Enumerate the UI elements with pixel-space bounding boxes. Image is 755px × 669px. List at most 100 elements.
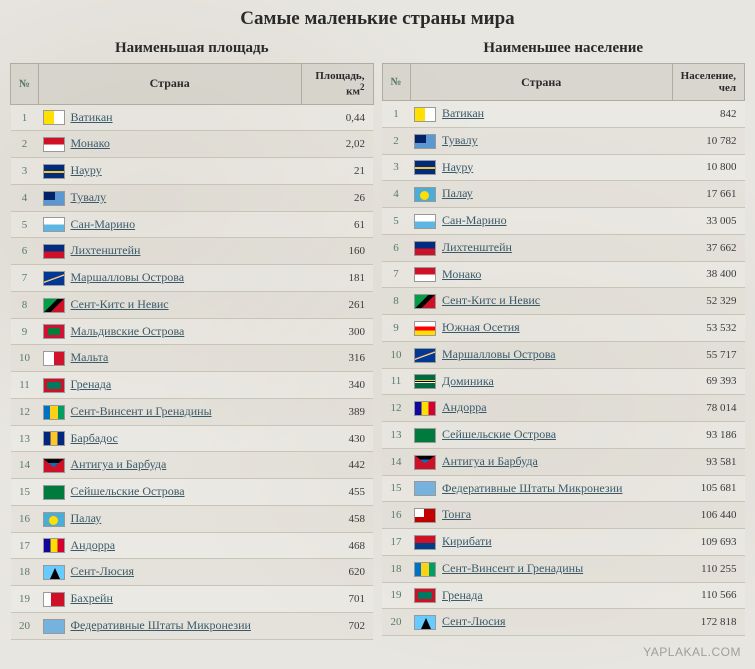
area-country-link[interactable]: Маршалловы Острова (71, 270, 185, 284)
area-country-link[interactable]: Мальта (71, 350, 109, 364)
pop-country-link[interactable]: Сейшельские Острова (442, 427, 556, 441)
pop-row-country-cell: Тонга (410, 502, 673, 529)
pop-country-link[interactable]: Федеративные Штаты Микронезии (442, 481, 622, 495)
pop-row-value: 106 440 (673, 502, 745, 529)
pop-country-link[interactable]: Антигуа и Барбуда (442, 454, 538, 468)
flag-icon (414, 107, 436, 122)
pop-row-country-cell: Сент-Китс и Невис (410, 288, 673, 315)
area-country-link[interactable]: Сейшельские Острова (71, 484, 185, 498)
pop-country-link[interactable]: Науру (442, 160, 473, 174)
table-row: 18Сент-Винсент и Гренадины110 255 (382, 555, 745, 582)
table-row: 7Маршалловы Острова181 (11, 265, 374, 292)
area-row-num: 18 (11, 559, 39, 586)
flag-icon (414, 401, 436, 416)
area-country-link[interactable]: Ватикан (71, 110, 113, 124)
area-country-link[interactable]: Сент-Китс и Невис (71, 297, 169, 311)
pop-row-country-cell: Доминика (410, 368, 673, 395)
flag-icon (43, 191, 65, 206)
pop-country-link[interactable]: Андорра (442, 400, 487, 414)
area-country-link[interactable]: Сент-Винсент и Гренадины (71, 404, 212, 418)
area-country-link[interactable]: Барбадос (71, 431, 118, 445)
pop-row-num: 6 (382, 234, 410, 261)
area-row-num: 13 (11, 425, 39, 452)
area-country-link[interactable]: Палау (71, 511, 102, 525)
table-row: 15Федеративные Штаты Микронезии105 681 (382, 475, 745, 502)
pop-country-link[interactable]: Гренада (442, 588, 483, 602)
pop-row-value: 53 532 (673, 315, 745, 342)
pop-country-link[interactable]: Маршалловы Острова (442, 347, 556, 361)
area-row-country-cell: Бахрейн (39, 586, 302, 613)
pop-country-link[interactable]: Кирибати (442, 534, 492, 548)
table-row: 5Сан-Марино33 005 (382, 208, 745, 235)
flag-icon (43, 324, 65, 339)
table-row: 14Антигуа и Барбуда93 581 (382, 448, 745, 475)
area-country-link[interactable]: Сент-Люсия (71, 564, 135, 578)
table-row: 12Сент-Винсент и Гренадины389 (11, 398, 374, 425)
pop-row-value: 10 782 (673, 127, 745, 154)
area-row-value: 430 (301, 425, 373, 452)
area-country-link[interactable]: Лихтенштейн (71, 243, 141, 257)
area-row-country-cell: Гренада (39, 372, 302, 399)
area-row-value: 701 (301, 586, 373, 613)
area-row-country-cell: Мальта (39, 345, 302, 372)
area-country-link[interactable]: Андорра (71, 538, 116, 552)
area-row-num: 20 (11, 612, 39, 639)
area-row-country-cell: Сент-Люсия (39, 559, 302, 586)
area-row-value: 316 (301, 345, 373, 372)
area-row-country-cell: Палау (39, 505, 302, 532)
pop-row-num: 7 (382, 261, 410, 288)
flag-icon (414, 214, 436, 229)
pop-row-value: 110 255 (673, 555, 745, 582)
flag-icon (414, 294, 436, 309)
pop-row-value: 52 329 (673, 288, 745, 315)
area-country-link[interactable]: Гренада (71, 377, 112, 391)
area-row-value: 61 (301, 211, 373, 238)
area-header-num: № (11, 64, 39, 105)
flag-icon (43, 431, 65, 446)
area-country-link[interactable]: Науру (71, 163, 102, 177)
area-country-link[interactable]: Мальдивские Острова (71, 324, 185, 338)
pop-country-link[interactable]: Сент-Винсент и Гренадины (442, 561, 583, 575)
pop-header-num: № (382, 64, 410, 101)
flag-icon (43, 592, 65, 607)
table-row: 20Сент-Люсия172 818 (382, 609, 745, 636)
table-row: 10Маршалловы Острова55 717 (382, 341, 745, 368)
area-country-link[interactable]: Монако (71, 136, 110, 150)
area-row-country-cell: Ватикан (39, 104, 302, 131)
area-row-num: 1 (11, 104, 39, 131)
pop-row-country-cell: Науру (410, 154, 673, 181)
area-country-link[interactable]: Федеративные Штаты Микронезии (71, 618, 251, 632)
pop-row-country-cell: Лихтенштейн (410, 234, 673, 261)
table-row: 13Сейшельские Острова93 186 (382, 422, 745, 449)
flag-icon (414, 267, 436, 282)
area-country-link[interactable]: Сан-Марино (71, 217, 136, 231)
flag-icon (43, 137, 65, 152)
area-subtitle: Наименьшая площадь (10, 36, 374, 63)
area-row-num: 4 (11, 184, 39, 211)
flag-icon (414, 187, 436, 202)
pop-country-link[interactable]: Сан-Марино (442, 213, 507, 227)
pop-country-link[interactable]: Лихтенштейн (442, 240, 512, 254)
area-row-num: 10 (11, 345, 39, 372)
pop-row-num: 17 (382, 529, 410, 556)
pop-country-link[interactable]: Сент-Люсия (442, 614, 506, 628)
pop-country-link[interactable]: Южная Осетия (442, 320, 520, 334)
pop-country-link[interactable]: Палау (442, 186, 473, 200)
area-country-link[interactable]: Бахрейн (71, 591, 113, 605)
flag-icon (43, 565, 65, 580)
area-country-link[interactable]: Антигуа и Барбуда (71, 457, 167, 471)
flag-icon (414, 428, 436, 443)
area-table-block: Наименьшая площадь № Страна Площадь, км2… (10, 36, 374, 640)
area-country-link[interactable]: Тувалу (71, 190, 107, 204)
area-row-value: 181 (301, 265, 373, 292)
area-row-country-cell: Федеративные Штаты Микронезии (39, 612, 302, 639)
pop-country-link[interactable]: Монако (442, 267, 481, 281)
pop-country-link[interactable]: Ватикан (442, 106, 484, 120)
table-row: 1Ватикан0,44 (11, 104, 374, 131)
pop-country-link[interactable]: Сент-Китс и Невис (442, 293, 540, 307)
pop-country-link[interactable]: Доминика (442, 374, 494, 388)
pop-row-country-cell: Тувалу (410, 127, 673, 154)
flag-icon (43, 271, 65, 286)
pop-country-link[interactable]: Тонга (442, 507, 471, 521)
pop-country-link[interactable]: Тувалу (442, 133, 478, 147)
